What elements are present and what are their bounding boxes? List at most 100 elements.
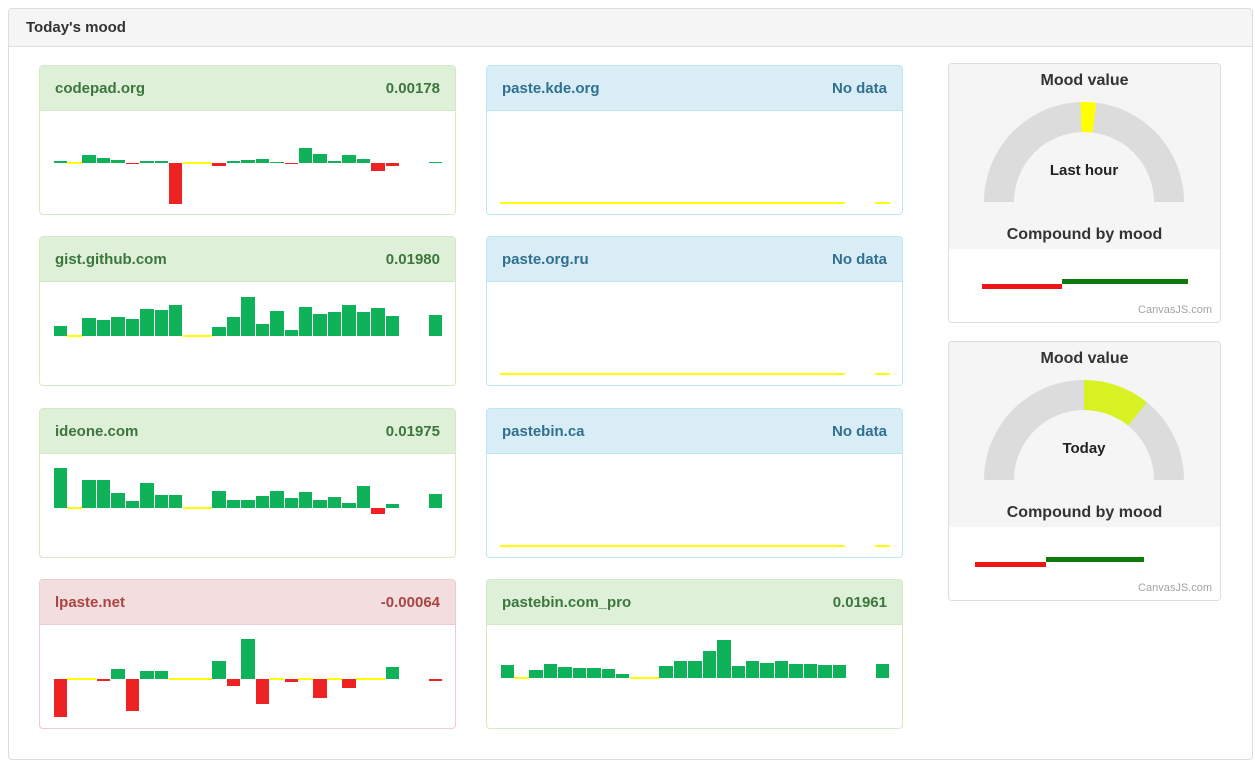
canvasjs-watermark-link[interactable]: CanvasJS.com (1138, 304, 1212, 316)
zero-line-segment (197, 162, 212, 164)
mood-bar (212, 327, 226, 336)
mood-bar (82, 155, 96, 163)
mood-bar (298, 148, 313, 163)
site-name: codepad.org (55, 79, 146, 97)
mood-bar (428, 162, 443, 163)
mood-bar (96, 480, 111, 508)
mood-bar (529, 670, 543, 678)
mood-bar (96, 320, 111, 336)
zero-line-segment (740, 202, 755, 204)
mood-bar (298, 492, 313, 508)
site-panel-pastebin-com-pro: pastebin.com_pro 0.01961 (486, 579, 903, 729)
compound-chart: CanvasJS.com (949, 249, 1220, 322)
mood-bar (717, 640, 731, 678)
mood-bar (226, 317, 241, 336)
mood-bar (284, 498, 298, 508)
mood-bar (241, 639, 255, 679)
mood-bar (111, 160, 125, 163)
zero-line-segment (620, 202, 635, 204)
site-panel-paste-kde-org: paste.kde.org No data (486, 65, 903, 215)
site-panel-heading: paste.org.ru No data (487, 237, 902, 282)
zero-line-segment (815, 202, 830, 204)
mood-bar (125, 679, 140, 711)
gauge-section: Mood value Last hour Compound by mood (949, 64, 1220, 249)
site-panel-lpaste-net: lpaste.net -0.00064 (39, 579, 456, 729)
gauge-title: Mood value (1040, 350, 1129, 367)
gauge-period-label: Last hour (1049, 162, 1119, 179)
zero-line-segment (629, 677, 645, 679)
zero-line-segment (830, 202, 845, 204)
zero-line-segment (785, 202, 800, 204)
mood-bar (111, 317, 125, 336)
mood-bar (371, 508, 385, 514)
mood-bar (327, 312, 342, 336)
zero-line-segment (327, 678, 342, 680)
mood-bar (385, 163, 399, 166)
zero-line-segment (725, 202, 740, 204)
mood-bar (154, 161, 168, 163)
mood-bar (53, 468, 67, 508)
zero-line-segment (710, 202, 725, 204)
mood-bar (241, 500, 255, 508)
mood-bar (270, 491, 284, 508)
mood-bar (313, 500, 327, 508)
mood-bar (212, 163, 226, 166)
zero-line-segment (168, 678, 183, 680)
mood-bar (385, 316, 399, 336)
mood-bar (111, 669, 125, 679)
zero-line-segment (590, 545, 605, 547)
zero-line-segment (650, 545, 665, 547)
site-mood-value: 0.01961 (832, 593, 887, 611)
mood-bar (140, 309, 154, 336)
zero-line-segment (695, 202, 710, 204)
compound-positive-bar (1062, 279, 1188, 284)
site-name: paste.kde.org (502, 79, 600, 97)
canvasjs-watermark-link[interactable]: CanvasJS.com (1138, 582, 1212, 594)
site-mood-value: No data (831, 422, 887, 440)
mood-bar (255, 679, 270, 704)
mood-bar (226, 679, 241, 686)
mood-bar (601, 669, 615, 678)
mood-bar (803, 664, 818, 678)
zero-line-segment (680, 545, 695, 547)
zero-line-segment (182, 678, 198, 680)
compound-positive-bar (1046, 557, 1144, 562)
site-name: paste.org.ru (502, 250, 589, 268)
mood-bar (702, 651, 717, 678)
site-mood-chart (487, 625, 902, 729)
mood-bar (428, 315, 443, 336)
zero-line-segment (515, 202, 530, 204)
zero-line-segment (182, 507, 198, 509)
mood-bar (371, 308, 385, 336)
mood-bar (284, 679, 298, 682)
zero-line-segment (755, 373, 770, 375)
mood-bar (140, 161, 154, 163)
mood-bar (53, 679, 67, 717)
site-mood-value: 0.01975 (385, 422, 440, 440)
zero-line-segment (530, 202, 545, 204)
zero-line-segment (545, 545, 560, 547)
zero-line-segment (695, 373, 710, 375)
zero-line-segment (875, 545, 890, 547)
zero-line-segment (356, 678, 371, 680)
zero-line-segment (514, 677, 529, 679)
site-mood-value: 0.01980 (385, 250, 440, 268)
mood-bar (169, 163, 183, 204)
zero-line-segment (725, 373, 740, 375)
mood-bar (154, 310, 168, 336)
zero-line-segment (81, 678, 97, 680)
mood-gauge: Today (984, 380, 1184, 480)
mood-bar (53, 326, 67, 336)
mood-bar (558, 667, 572, 678)
site-panel-heading: gist.github.com 0.01980 (40, 237, 455, 282)
zero-line-segment (740, 545, 755, 547)
mood-bar (760, 663, 774, 678)
mood-bar (327, 161, 342, 163)
site-name: lpaste.net (55, 593, 126, 611)
zero-line-segment (740, 373, 755, 375)
zero-line-segment (875, 202, 890, 204)
zero-line-segment (197, 507, 212, 509)
zero-line-segment (67, 507, 82, 509)
zero-line-segment (830, 545, 845, 547)
mood-bar (270, 162, 284, 163)
